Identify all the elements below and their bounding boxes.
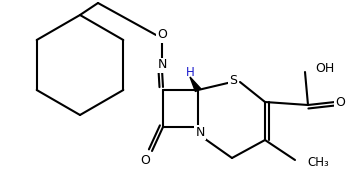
Text: O: O bbox=[157, 29, 167, 41]
Text: O: O bbox=[140, 153, 150, 167]
Polygon shape bbox=[190, 77, 201, 91]
Text: H: H bbox=[186, 65, 194, 79]
Text: OH: OH bbox=[315, 63, 334, 75]
Text: O: O bbox=[335, 96, 345, 108]
Text: CH₃: CH₃ bbox=[307, 156, 329, 168]
Text: S: S bbox=[229, 74, 237, 86]
Text: N: N bbox=[157, 58, 167, 71]
Text: N: N bbox=[195, 125, 205, 139]
